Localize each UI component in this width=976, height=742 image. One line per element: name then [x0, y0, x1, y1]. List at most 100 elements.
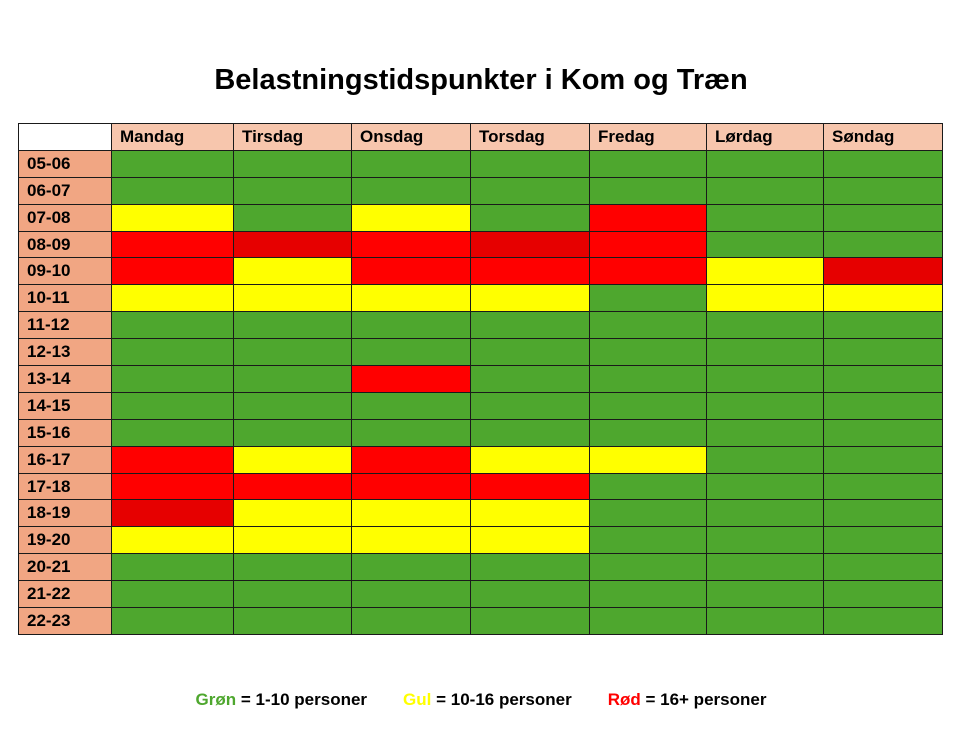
load-cell	[706, 499, 824, 528]
load-cell	[589, 284, 707, 313]
load-cell	[823, 418, 943, 447]
time-slot-label: 09-10	[18, 257, 112, 286]
load-cell	[470, 445, 590, 474]
table-row: 05-06	[18, 149, 943, 178]
schedule-table: Mandag Tirsdag Onsdag Torsdag Fredag Lør…	[18, 123, 943, 635]
legend: Grøn = 1-10 personer Gul = 10-16 personer…	[0, 690, 962, 710]
load-cell	[351, 203, 471, 232]
load-cell	[823, 257, 943, 286]
load-cell	[589, 176, 707, 205]
time-slot-label: 05-06	[18, 149, 112, 178]
load-cell	[470, 149, 590, 178]
load-cell	[470, 176, 590, 205]
time-slot-label: 14-15	[18, 391, 112, 420]
legend-red-word: Rød	[607, 690, 641, 709]
load-cell	[351, 445, 471, 474]
table-row: 17-18	[18, 472, 943, 501]
load-cell	[706, 203, 824, 232]
table-row: 19-20	[18, 526, 943, 555]
table-row: 07-08	[18, 203, 943, 232]
load-cell	[706, 257, 824, 286]
load-cell	[823, 149, 943, 178]
corner-cell	[18, 123, 112, 151]
table-row: 18-19	[18, 499, 943, 528]
load-cell	[589, 526, 707, 555]
load-cell	[706, 338, 824, 367]
load-cell	[233, 338, 352, 367]
load-cell	[351, 365, 471, 393]
load-cell	[470, 472, 590, 501]
load-cell	[706, 230, 824, 259]
load-cell	[823, 607, 943, 635]
load-cell	[351, 607, 471, 635]
table-row: 11-12	[18, 311, 943, 340]
load-cell	[706, 284, 824, 313]
load-cell	[233, 365, 352, 393]
load-cell	[706, 553, 824, 582]
table-row: 09-10	[18, 257, 943, 286]
table-row: 06-07	[18, 176, 943, 205]
load-cell	[470, 607, 590, 635]
load-cell	[351, 418, 471, 447]
load-cell	[470, 203, 590, 232]
load-cell	[470, 311, 590, 340]
load-cell	[589, 257, 707, 286]
table-row: 16-17	[18, 445, 943, 474]
load-cell	[823, 526, 943, 555]
legend-yellow-text: = 10-16 personer	[431, 690, 572, 709]
load-cell	[823, 391, 943, 420]
day-header-tirsdag: Tirsdag	[233, 123, 352, 151]
load-cell	[706, 418, 824, 447]
load-cell	[233, 607, 352, 635]
load-cell	[470, 391, 590, 420]
day-header-torsdag: Torsdag	[470, 123, 590, 151]
load-cell	[351, 338, 471, 367]
load-cell	[589, 338, 707, 367]
load-cell	[111, 391, 234, 420]
load-cell	[589, 553, 707, 582]
load-cell	[706, 365, 824, 393]
load-cell	[706, 445, 824, 474]
table-row: 08-09	[18, 230, 943, 259]
legend-green-text: = 1-10 personer	[236, 690, 368, 709]
load-cell	[351, 553, 471, 582]
load-cell	[589, 230, 707, 259]
load-cell	[589, 607, 707, 635]
load-cell	[823, 445, 943, 474]
load-cell	[589, 365, 707, 393]
time-slot-label: 17-18	[18, 472, 112, 501]
load-cell	[706, 311, 824, 340]
load-cell	[111, 445, 234, 474]
load-cell	[233, 391, 352, 420]
load-cell	[111, 176, 234, 205]
load-cell	[351, 176, 471, 205]
load-cell	[233, 203, 352, 232]
day-header-sondag: Søndag	[823, 123, 943, 151]
page-title: Belastningstidspunkter i Kom og Træn	[214, 64, 748, 96]
time-slot-label: 11-12	[18, 311, 112, 340]
load-cell	[233, 553, 352, 582]
time-slot-label: 08-09	[18, 230, 112, 259]
load-cell	[470, 257, 590, 286]
load-cell	[351, 284, 471, 313]
load-cell	[589, 580, 707, 609]
load-cell	[351, 472, 471, 501]
load-cell	[351, 311, 471, 340]
load-cell	[111, 526, 234, 555]
load-cell	[706, 580, 824, 609]
load-cell	[233, 580, 352, 609]
load-cell	[233, 418, 352, 447]
time-slot-label: 19-20	[18, 526, 112, 555]
load-cell	[111, 338, 234, 367]
load-cell	[823, 284, 943, 313]
load-cell	[470, 580, 590, 609]
load-cell	[111, 230, 234, 259]
time-slot-label: 16-17	[18, 445, 112, 474]
load-cell	[111, 203, 234, 232]
load-cell	[470, 338, 590, 367]
load-cell	[823, 311, 943, 340]
table-row: 14-15	[18, 391, 943, 420]
load-cell	[589, 311, 707, 340]
load-cell	[233, 499, 352, 528]
load-cell	[111, 472, 234, 501]
